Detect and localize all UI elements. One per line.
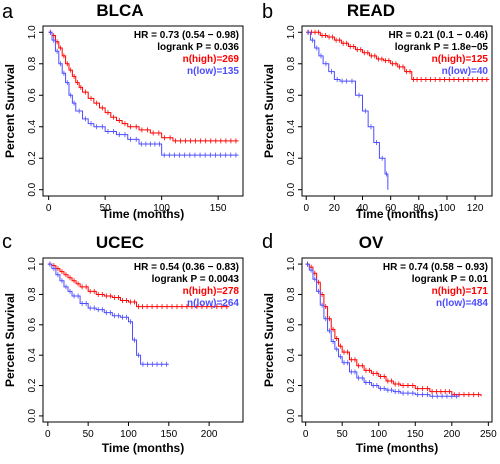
survival-curve-high: [305, 263, 482, 397]
y-tick-label: 1.0: [27, 257, 38, 271]
x-axis-label: Time (months): [102, 441, 184, 455]
y-tick-label: 0.0: [27, 409, 38, 423]
y-tick-label: 0.8: [286, 56, 297, 70]
x-axis-label: Time (months): [356, 441, 438, 455]
x-tick-label: 150: [407, 429, 424, 440]
survival-curve-low: [47, 263, 169, 365]
x-axis-label: Time (months): [356, 207, 438, 221]
panel-d: d OV 0.0 0.2 0.4 0.6 0.8 1.0 0 50 100 150 200 250 Time…: [262, 231, 497, 455]
n-high-label: n(high)=171: [432, 286, 489, 297]
x-tick-label: 40: [357, 203, 369, 214]
hazard-ratio-label: HR = 0.54 (0.36 − 0.83): [134, 262, 239, 273]
y-tick-label: 0.2: [27, 378, 38, 392]
n-high-label: n(high)=269: [183, 54, 240, 65]
x-tick-label: 0: [45, 429, 51, 440]
logrank-p-label: logrank P = 1.8e−05: [395, 42, 489, 53]
y-tick-label: 1.0: [286, 25, 297, 39]
y-tick-label: 0.0: [27, 182, 38, 196]
chart-title: UCEC: [96, 233, 144, 252]
x-tick-label: 20: [329, 203, 341, 214]
panel-letter: d: [262, 231, 273, 253]
plot-frame: [42, 25, 244, 197]
x-tick-label: 100: [120, 429, 137, 440]
hazard-ratio-label: HR = 0.74 (0.58 − 0.93): [383, 262, 488, 273]
survival-curve-low: [305, 263, 460, 397]
n-low-label: n(low)=264: [187, 298, 239, 309]
n-low-label: n(low)=484: [436, 298, 488, 309]
y-tick-label: 0.8: [286, 287, 297, 301]
x-tick-label: 200: [443, 429, 460, 440]
y-tick-label: 0.0: [286, 409, 297, 423]
y-tick-label: 0.0: [286, 182, 297, 196]
y-tick-label: 1.0: [27, 25, 38, 39]
n-low-label: n(low)=135: [187, 66, 239, 77]
chart-title: BLCA: [96, 1, 143, 20]
y-tick-label: 0.4: [27, 348, 38, 362]
y-tick-label: 0.4: [286, 119, 297, 133]
x-tick-label: 100: [439, 203, 456, 214]
n-low-label: n(low)=40: [442, 66, 489, 77]
y-tick-label: 0.2: [27, 151, 38, 165]
n-high-label: n(high)=125: [432, 54, 489, 65]
y-tick-label: 0.8: [27, 287, 38, 301]
x-tick-label: 0: [46, 203, 52, 214]
panel-a: a BLCA 0.0 0.2 0.4 0.6 0.8 1.0 0 50 100 150 Time (mo…: [2, 1, 244, 221]
y-tick-label: 0.2: [286, 378, 297, 392]
x-tick-label: 50: [100, 203, 112, 214]
logrank-p-label: logrank P = 0.01: [412, 274, 489, 285]
x-tick-label: 120: [467, 203, 484, 214]
x-tick-label: 250: [480, 429, 497, 440]
chart-title: READ: [347, 1, 395, 20]
x-tick-label: 150: [210, 203, 227, 214]
x-tick-label: 200: [201, 429, 218, 440]
panel-letter: a: [2, 1, 14, 23]
logrank-p-label: logrank P = 0.036: [157, 42, 239, 53]
survival-curve-high: [47, 263, 230, 308]
x-tick-label: 150: [160, 429, 177, 440]
y-tick-label: 0.4: [286, 348, 297, 362]
x-axis-label: Time (months): [102, 207, 184, 221]
x-tick-label: 50: [337, 429, 349, 440]
y-axis-label: Percent Survival: [262, 64, 276, 158]
plot-frame: [42, 257, 244, 423]
plot-frame: [301, 257, 493, 423]
y-tick-label: 0.6: [27, 88, 38, 102]
y-tick-label: 0.6: [286, 88, 297, 102]
y-axis-label: Percent Survival: [262, 293, 276, 387]
x-tick-label: 60: [385, 203, 397, 214]
x-tick-label: 0: [303, 203, 309, 214]
y-tick-label: 0.2: [286, 151, 297, 165]
chart-title: OV: [359, 233, 384, 252]
hazard-ratio-label: HR = 0.73 (0.54 − 0.98): [134, 30, 239, 41]
panel-b: b READ 0.0 0.2 0.4 0.6 0.8 1.0 0 20 40 60 80 100 120 Ti…: [262, 1, 493, 221]
x-tick-label: 50: [83, 429, 95, 440]
x-tick-label: 100: [370, 429, 387, 440]
n-high-label: n(high)=278: [183, 286, 240, 297]
survival-curve-low: [306, 31, 389, 190]
y-tick-label: 0.8: [27, 56, 38, 70]
panel-letter: b: [262, 1, 273, 23]
hazard-ratio-label: HR = 0.21 (0.1 − 0.46): [388, 30, 488, 41]
y-tick-label: 0.6: [286, 317, 297, 331]
y-tick-label: 0.6: [27, 317, 38, 331]
x-tick-label: 80: [413, 203, 425, 214]
survival-curve-high: [306, 31, 490, 81]
plot-frame: [301, 25, 493, 197]
y-tick-label: 0.4: [27, 119, 38, 133]
y-axis-label: Percent Survival: [3, 64, 17, 158]
x-tick-label: 100: [153, 203, 170, 214]
panel-letter: c: [2, 231, 12, 253]
y-axis-label: Percent Survival: [3, 293, 17, 387]
y-tick-label: 1.0: [286, 257, 297, 271]
x-tick-label: 0: [303, 429, 309, 440]
panel-c: c UCEC 0.0 0.2 0.4 0.6 0.8 1.0 0 50 100 150 200 Time …: [2, 231, 244, 455]
logrank-p-label: logrank P = 0.0043: [152, 274, 240, 285]
